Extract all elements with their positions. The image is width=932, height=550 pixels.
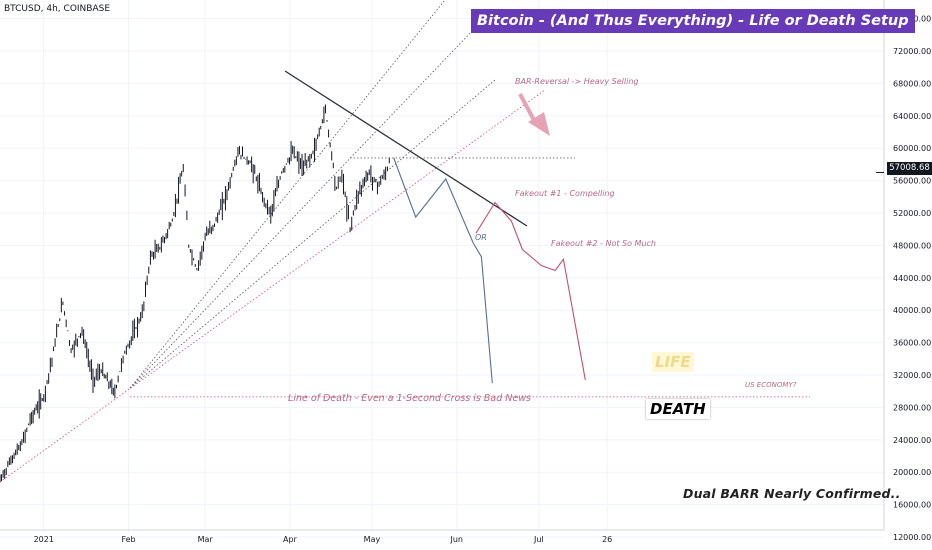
fan-line — [129, 27, 476, 389]
y-axis: 12000.00 16000.00 20000.00 24000.00 28000.00… — [876, 0, 931, 542]
bar-reversal-note: BAR-Reversal -> Heavy Selling — [515, 77, 639, 86]
y-tick-label: 36000.00 — [893, 339, 931, 348]
fakeout2-note: Fakeout #2 - Not So Much — [551, 239, 656, 248]
arrow-head — [528, 112, 550, 136]
x-axis: 2021 Feb Mar Apr May Jun Jul 26 — [0, 529, 884, 544]
projection-path — [393, 157, 493, 384]
y-tick-label: 56000.00 — [893, 177, 931, 186]
y-tick-label: 12000.00 — [893, 533, 931, 542]
y-tick-label: 68000.00 — [893, 79, 931, 88]
x-tick-label: Jun — [449, 535, 463, 544]
or-note: OR — [475, 233, 487, 242]
x-tick-label: Apr — [283, 535, 298, 544]
y-tick-label: 32000.00 — [893, 371, 931, 380]
projections — [393, 157, 586, 384]
fan-line — [129, 79, 496, 389]
us-economy-note: US ECONOMY? — [745, 381, 797, 389]
y-tick-label: 72000.00 — [893, 47, 931, 56]
y-tick-label: 52000.00 — [893, 209, 931, 218]
x-tick-label: 26 — [602, 535, 612, 544]
dual-barr-note: Dual BARR Nearly Confirmed.. — [683, 486, 901, 501]
chart-title: Bitcoin - (And Thus Everything) - Life o… — [471, 9, 915, 33]
y-tick-label: 40000.00 — [893, 306, 931, 315]
y-tick-label: 60000.00 — [893, 144, 931, 153]
projection-path — [475, 201, 586, 380]
x-tick-label: 2021 — [34, 535, 54, 544]
x-tick-label: Mar — [198, 535, 214, 544]
fakeout1-note: Fakeout #1 - Compelling — [515, 189, 615, 198]
symbol-label: BTCUSD, 4h, COINBASE — [4, 4, 111, 14]
y-tick-label: 44000.00 — [893, 274, 931, 283]
life-label: LIFE — [652, 352, 694, 372]
y-tick-label: 24000.00 — [893, 436, 931, 445]
x-tick-label: Jul — [533, 535, 544, 544]
x-tick-label: Feb — [121, 535, 135, 544]
current-price-label: 57008.68 — [887, 162, 932, 175]
price-series — [0, 104, 390, 482]
trend-support-line — [0, 89, 546, 483]
y-tick-label: 48000.00 — [893, 241, 931, 250]
line-of-death-note: Line of Death - Even a 1-Second Cross is… — [288, 393, 531, 404]
drawings — [0, 0, 810, 483]
grid — [0, 0, 884, 538]
x-tick-label: May — [364, 535, 381, 544]
death-label: DEATH — [646, 399, 710, 419]
y-tick-label: 64000.00 — [893, 112, 931, 121]
y-tick-label: 28000.00 — [893, 403, 931, 412]
y-tick-label: 16000.00 — [893, 501, 931, 510]
descending-trendline — [284, 70, 528, 227]
fan-line — [129, 0, 446, 389]
y-tick-label: 20000.00 — [893, 468, 931, 477]
